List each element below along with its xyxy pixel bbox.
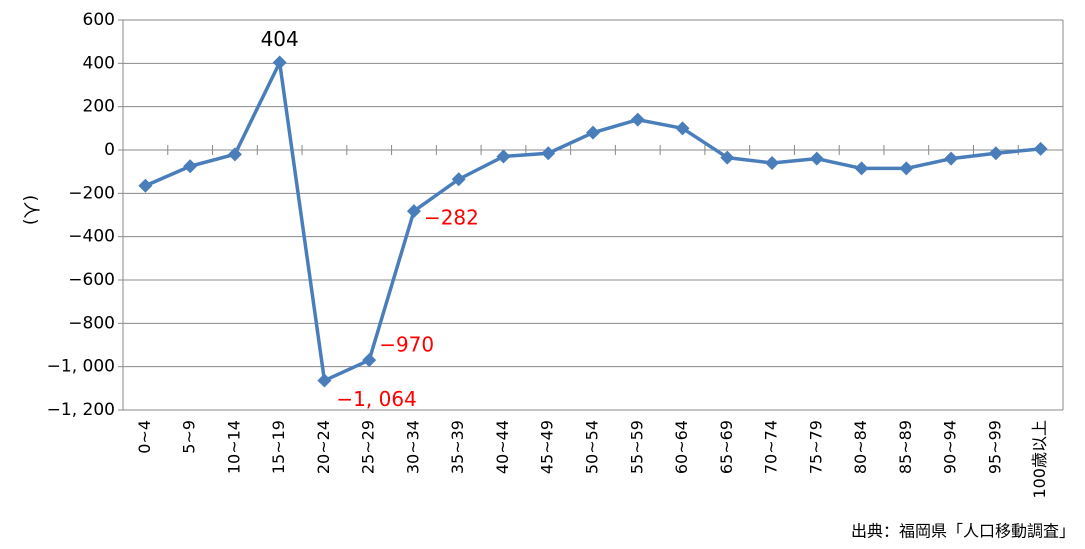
data-point [406, 204, 421, 219]
data-point [586, 125, 600, 140]
x-tick-label: 30~34 [403, 420, 422, 474]
data-point [675, 121, 690, 136]
y-tick-label: 400 [83, 53, 115, 73]
source-note: 出典：福岡県「人口移動調査」 [851, 522, 1075, 541]
data-label: −282 [424, 206, 479, 230]
y-tick-label: 0 [104, 140, 115, 160]
x-tick-label: 65~69 [717, 420, 736, 474]
x-tick-label: 60~64 [672, 420, 691, 474]
data-point [541, 146, 556, 161]
data-point [809, 151, 824, 166]
x-tick-label: 50~54 [583, 420, 602, 474]
data-line [144, 60, 1041, 383]
x-tick-label: 80~84 [851, 420, 870, 474]
data-point [183, 159, 198, 174]
data-point [765, 156, 780, 170]
data-point [988, 146, 1003, 161]
data-point [272, 55, 287, 70]
x-tick-label: 40~44 [493, 420, 512, 474]
y-axis-label: (人) [20, 195, 40, 225]
x-tick-label: 15~19 [269, 420, 288, 474]
x-tick-label: 25~29 [359, 420, 378, 474]
x-tick-label: 100歳以上 [1030, 420, 1049, 499]
x-tick-label: 85~89 [896, 420, 915, 474]
x-tick-label: 45~49 [538, 420, 557, 474]
data-point [944, 151, 959, 166]
data-point [630, 112, 645, 127]
x-tick-label: 5~9 [180, 420, 199, 454]
data-label: −970 [379, 333, 434, 357]
data-point [317, 373, 332, 388]
data-point [138, 178, 153, 193]
y-tick-label: −1, 200 [47, 400, 115, 420]
x-tick-label: 75~79 [806, 420, 825, 474]
y-tick-label: −800 [68, 313, 115, 333]
data-point [496, 149, 511, 164]
data-point [1033, 141, 1048, 156]
x-tick-label: 55~59 [627, 420, 646, 474]
x-tick-label: 20~24 [314, 420, 333, 474]
x-tick-label: 90~94 [941, 420, 960, 474]
y-tick-label: 600 [83, 10, 115, 30]
y-tick-label: 200 [83, 97, 115, 117]
data-label: −1, 064 [336, 387, 416, 411]
y-tick-label: −1, 000 [47, 357, 115, 377]
data-point [720, 150, 735, 165]
data-point [362, 353, 377, 368]
data-point [451, 172, 466, 187]
y-tick-label: −600 [68, 270, 115, 290]
data-point [227, 147, 242, 162]
y-tick-label: −400 [68, 227, 115, 247]
y-tick-label: −200 [68, 183, 115, 203]
x-tick-label: 10~14 [224, 420, 243, 474]
x-tick-label: 70~74 [762, 420, 781, 474]
data-point [899, 161, 914, 176]
x-tick-label: 0~4 [135, 420, 154, 454]
data-point [854, 161, 869, 176]
data-label: 404 [261, 27, 299, 51]
x-tick-label: 95~99 [985, 420, 1004, 474]
x-tick-label: 35~39 [448, 420, 467, 474]
